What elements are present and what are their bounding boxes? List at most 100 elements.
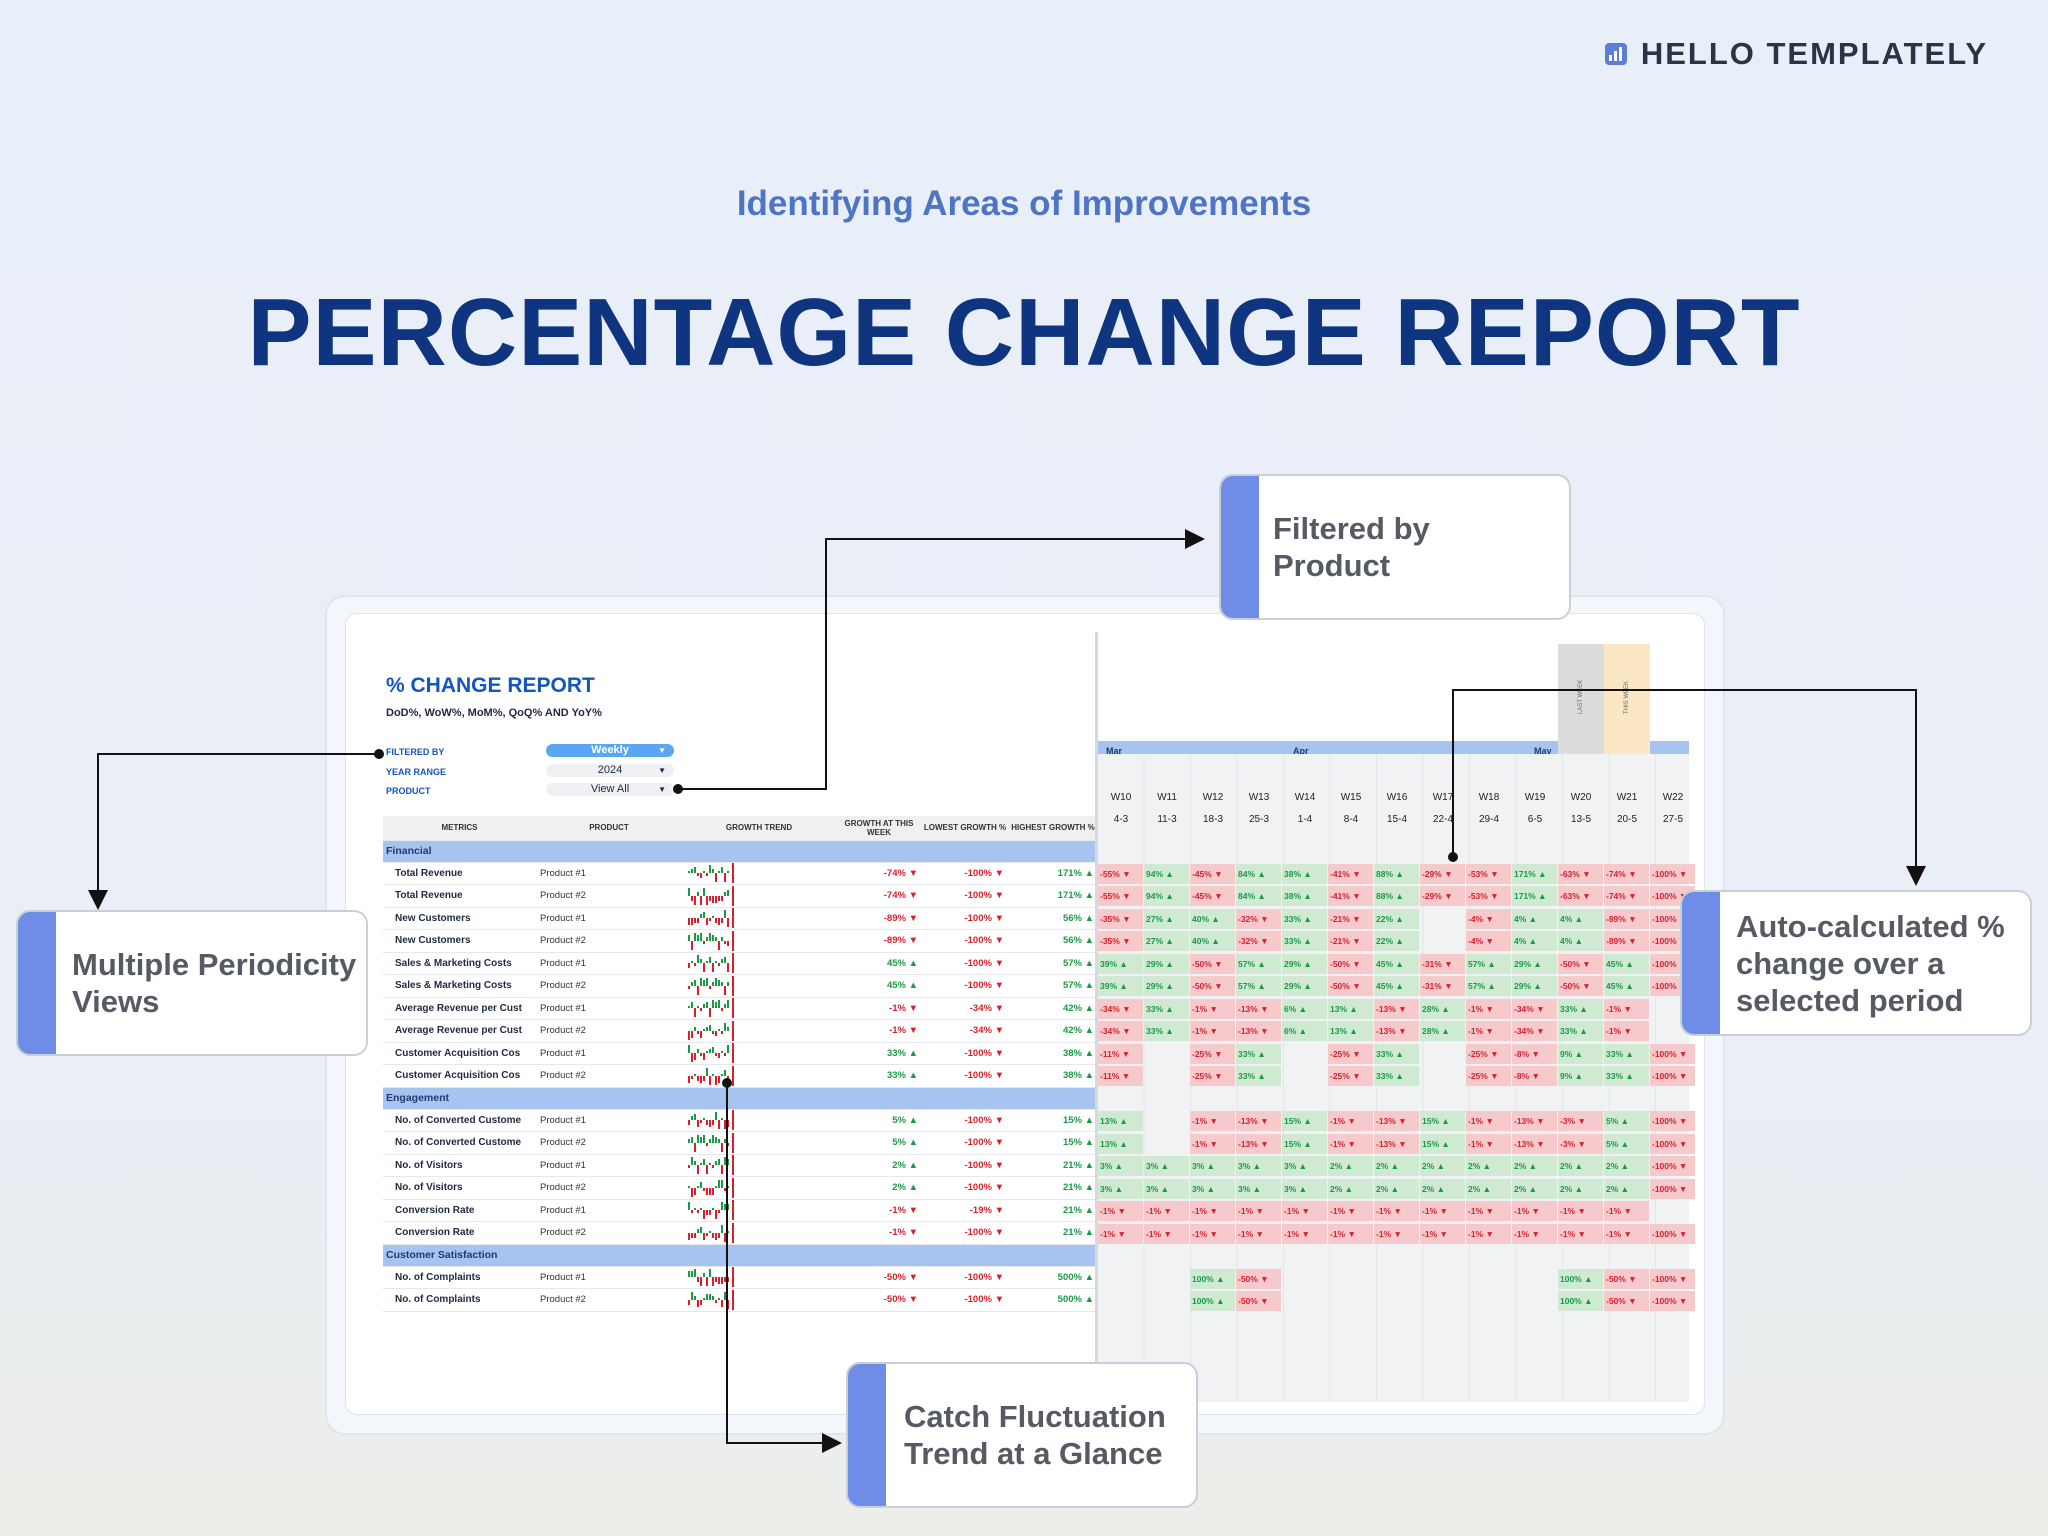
highest-growth: 500% ▲ bbox=[1008, 1266, 1098, 1289]
chevron-down-icon: ▼ bbox=[658, 746, 666, 755]
pct-change-cell: -45% ▼ bbox=[1190, 886, 1235, 906]
pct-change-cell: 57% ▲ bbox=[1236, 953, 1281, 974]
pct-change-cell: 57% ▲ bbox=[1236, 976, 1281, 996]
pct-change-cell: 13% ▲ bbox=[1328, 1021, 1373, 1041]
pct-change-cell: -50% ▼ bbox=[1190, 976, 1235, 996]
pct-change-cell: -55% ▼ bbox=[1098, 886, 1143, 906]
pct-change-cell: 40% ▲ bbox=[1190, 931, 1235, 951]
pct-change-cell: 9% ▲ bbox=[1558, 1066, 1603, 1086]
growth-trend-sparkline bbox=[682, 1199, 836, 1222]
pct-change-cell: -1% ▼ bbox=[1236, 1201, 1281, 1221]
growth-this-week: -1% ▼ bbox=[836, 997, 922, 1020]
pct-change-cell: 33% ▲ bbox=[1558, 998, 1603, 1019]
product-name: Product #2 bbox=[536, 974, 682, 998]
pct-change-cell: -50% ▼ bbox=[1236, 1268, 1281, 1289]
pct-change-cell: -1% ▼ bbox=[1466, 1021, 1511, 1041]
pct-change-cell: -100% ▼ bbox=[1650, 1223, 1695, 1244]
pct-change-cell: -50% ▼ bbox=[1236, 1291, 1281, 1311]
growth-trend-sparkline bbox=[682, 974, 836, 998]
pct-change-cell: 22% ▲ bbox=[1374, 908, 1419, 929]
highest-growth: 21% ▲ bbox=[1008, 1154, 1098, 1177]
pct-change-cell: 3% ▲ bbox=[1098, 1156, 1143, 1176]
pct-change-cell: -53% ▼ bbox=[1466, 863, 1511, 884]
growth-this-week: 5% ▲ bbox=[836, 1131, 922, 1155]
lowest-growth: -100% ▼ bbox=[922, 1154, 1008, 1177]
pct-change-cell: -1% ▼ bbox=[1558, 1223, 1603, 1244]
pct-change-cell: -1% ▼ bbox=[1420, 1223, 1465, 1244]
pct-change-cell: 2% ▲ bbox=[1420, 1156, 1465, 1176]
pct-change-cell: 28% ▲ bbox=[1420, 1021, 1465, 1041]
pct-change-cell: 33% ▲ bbox=[1236, 1043, 1281, 1064]
pct-change-cell: 3% ▲ bbox=[1144, 1178, 1189, 1199]
growth-this-week: 33% ▲ bbox=[836, 1064, 922, 1088]
pct-change-cell: -1% ▼ bbox=[1190, 1111, 1235, 1131]
pct-change-cell: 2% ▲ bbox=[1466, 1178, 1511, 1199]
week-date: 1-4 bbox=[1297, 814, 1313, 825]
table-row: Customer Acquisition Cos Product #2 33% ▲ -… bbox=[383, 1064, 1098, 1088]
pct-change-cell: 33% ▲ bbox=[1144, 1021, 1189, 1041]
growth-this-week: -89% ▼ bbox=[836, 929, 922, 953]
week-date: 4-3 bbox=[1113, 814, 1129, 825]
col-metrics: METRICS bbox=[383, 816, 536, 841]
pct-change-cell: 2% ▲ bbox=[1512, 1178, 1557, 1199]
week-date: 15-4 bbox=[1386, 814, 1407, 825]
pct-change-cell: -4% ▼ bbox=[1466, 908, 1511, 929]
highest-growth: 38% ▲ bbox=[1008, 1042, 1098, 1065]
growth-this-week: 45% ▲ bbox=[836, 974, 922, 998]
growth-this-week: 33% ▲ bbox=[836, 1042, 922, 1065]
pct-change-cell: -50% ▼ bbox=[1558, 976, 1603, 996]
chevron-down-icon: ▼ bbox=[658, 766, 666, 775]
week-date: 22-4 bbox=[1432, 814, 1453, 825]
growth-trend-sparkline bbox=[682, 862, 836, 885]
pct-change-cell: 29% ▲ bbox=[1282, 976, 1327, 996]
week-label: W17 bbox=[1432, 792, 1454, 803]
pct-change-cell: -1% ▼ bbox=[1604, 998, 1649, 1019]
pct-change-cell: -13% ▼ bbox=[1236, 1111, 1281, 1131]
pct-change-cell: -1% ▼ bbox=[1466, 998, 1511, 1019]
week-label: W21 bbox=[1616, 792, 1638, 803]
pct-change-cell: -1% ▼ bbox=[1282, 1201, 1327, 1221]
col-growth-week: GROWTH AT THIS WEEK bbox=[836, 816, 922, 841]
pct-change-cell: 27% ▲ bbox=[1144, 908, 1189, 929]
pct-change-cell: 3% ▲ bbox=[1236, 1178, 1281, 1199]
pct-change-cell: 45% ▲ bbox=[1604, 953, 1649, 974]
periodicity-select[interactable]: Weekly ▼ bbox=[546, 744, 674, 757]
highest-growth: 15% ▲ bbox=[1008, 1109, 1098, 1132]
product-name: Product #1 bbox=[536, 1266, 682, 1289]
growth-trend-sparkline bbox=[682, 884, 836, 908]
growth-trend-sparkline bbox=[682, 1288, 836, 1312]
col-growth-trend: GROWTH TREND bbox=[682, 816, 836, 841]
week-date: 29-4 bbox=[1478, 814, 1499, 825]
table-row: No. of Complaints Product #2 -50% ▼ -100% ▼… bbox=[383, 1288, 1098, 1312]
pct-change-cell: 3% ▲ bbox=[1282, 1156, 1327, 1176]
pct-change-cell: -34% ▼ bbox=[1098, 998, 1143, 1019]
pct-change-cell: -1% ▼ bbox=[1190, 1133, 1235, 1154]
table-row: Conversion Rate Product #2 -1% ▼ -100% ▼ 21%… bbox=[383, 1221, 1098, 1245]
growth-trend-sparkline bbox=[682, 997, 836, 1020]
growth-trend-sparkline bbox=[682, 1131, 836, 1155]
pct-change-cell: -1% ▼ bbox=[1328, 1201, 1373, 1221]
pct-change-cell: -1% ▼ bbox=[1466, 1201, 1511, 1221]
section-label: Customer Satisfaction bbox=[383, 1244, 1098, 1267]
pct-change-cell: 57% ▲ bbox=[1466, 976, 1511, 996]
pct-change-cell: 15% ▲ bbox=[1282, 1133, 1327, 1154]
pct-change-cell: 45% ▲ bbox=[1374, 976, 1419, 996]
pct-change-cell: -1% ▼ bbox=[1512, 1201, 1557, 1221]
table-row: Conversion Rate Product #1 -1% ▼ -19% ▼ 21% … bbox=[383, 1199, 1098, 1222]
growth-this-week: 2% ▲ bbox=[836, 1176, 922, 1200]
pct-change-cell: 45% ▲ bbox=[1604, 976, 1649, 996]
metrics-table: METRICS PRODUCT GROWTH TREND GROWTH AT T… bbox=[383, 816, 1098, 1312]
metric-name: New Customers bbox=[383, 929, 536, 953]
week-label: W11 bbox=[1157, 792, 1177, 803]
metric-name: No. of Complaints bbox=[383, 1266, 536, 1289]
product-select[interactable]: View All ▼ bbox=[546, 783, 674, 796]
growth-trend-sparkline bbox=[682, 1266, 836, 1289]
pct-change-cell: -11% ▼ bbox=[1098, 1043, 1143, 1064]
table-row: No. of Visitors Product #1 2% ▲ -100% ▼ 21% … bbox=[383, 1154, 1098, 1177]
year-select[interactable]: 2024 ▼ bbox=[546, 764, 674, 777]
pct-change-cell: -53% ▼ bbox=[1466, 886, 1511, 906]
pct-change-cell: -45% ▼ bbox=[1190, 863, 1235, 884]
growth-this-week: -50% ▼ bbox=[836, 1288, 922, 1312]
growth-this-week: -50% ▼ bbox=[836, 1266, 922, 1289]
pct-change-cell: -63% ▼ bbox=[1558, 863, 1603, 884]
